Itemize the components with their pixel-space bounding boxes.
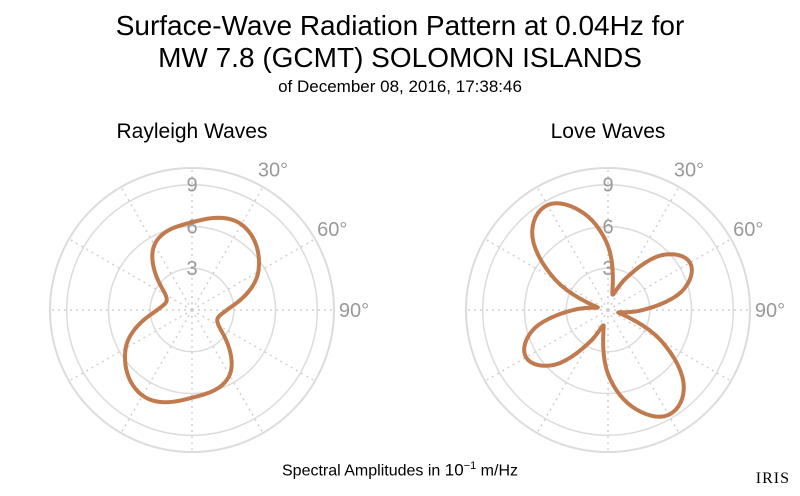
rayleigh-grid-ray (191, 309, 264, 434)
love-grid-ray (484, 238, 609, 311)
rayleigh-angle-tick-label: 60° (317, 219, 347, 241)
love-outer-ring (465, 167, 751, 453)
rayleigh-grid-ray (68, 238, 193, 311)
rayleigh-panel-title: Rayleigh Waves (116, 120, 268, 143)
love-grid-ray (607, 186, 680, 311)
love-grid-ray (536, 309, 609, 434)
love-panel-title: Love Waves (550, 120, 666, 143)
rayleigh-grid-circle-9 (65, 183, 319, 437)
unit-caption-base: 10 (444, 460, 464, 480)
love-grid-ray (607, 309, 732, 382)
rayleigh-grid-ray (120, 186, 193, 311)
amplitude-unit-caption: Spectral Amplitudes in 10−1 m/Hz (0, 455, 800, 482)
unit-caption-suffix: m/Hz (476, 462, 518, 480)
iris-logo: IRIS (756, 470, 790, 488)
rayleigh-grid-circle-3 (149, 267, 235, 353)
love-angle-tick-label: 60° (733, 219, 763, 241)
chart-subtitle: of December 08, 2016, 17:38:46 (278, 77, 522, 96)
rayleigh-angle-tick-label: 90° (339, 300, 369, 322)
love-radial-tick-label: 9 (602, 175, 613, 197)
rayleigh-grid-ray (191, 186, 264, 311)
love-grid-circle-9 (481, 183, 735, 437)
love-radiation-pattern-line (522, 201, 694, 419)
rayleigh-radial-tick-label: 3 (186, 258, 197, 280)
love-radial-tick-label: 6 (602, 216, 613, 238)
rayleigh-radial-tick-label: 6 (186, 216, 197, 238)
rayleigh-radiation-pattern-line (123, 215, 261, 405)
love-polar-plot: 3 6 9 30° 60° 90° (465, 160, 785, 453)
iris-logo-text: IRIS (755, 470, 790, 487)
love-angle-tick-label: 90° (755, 300, 785, 322)
rayleigh-outer-ring (49, 167, 335, 453)
love-angle-tick-label: 30° (674, 160, 704, 182)
rayleigh-grid-circle-6 (107, 225, 277, 395)
rayleigh-angle-tick-label: 30° (258, 160, 288, 182)
unit-caption-label: Spectral Amplitudes in (282, 462, 445, 480)
love-grid-circle-6 (523, 225, 693, 395)
chart-title-line-1: Surface-Wave Radiation Pattern at 0.04Hz… (115, 10, 685, 41)
rayleigh-grid-ray (120, 309, 193, 434)
love-radial-tick-label: 3 (602, 258, 613, 280)
unit-caption-exponent: −1 (463, 460, 477, 472)
rayleigh-grid-ray (68, 309, 193, 382)
rayleigh-radial-tick-label: 9 (186, 175, 197, 197)
chart-title-line-2: MW 7.8 (GCMT) SOLOMON ISLANDS (158, 42, 642, 73)
rayleigh-polar-plot: 3 6 9 30° 60° 90° (49, 160, 369, 453)
rayleigh-grid-ray (191, 309, 316, 382)
rayleigh-grid-ray (191, 238, 316, 311)
